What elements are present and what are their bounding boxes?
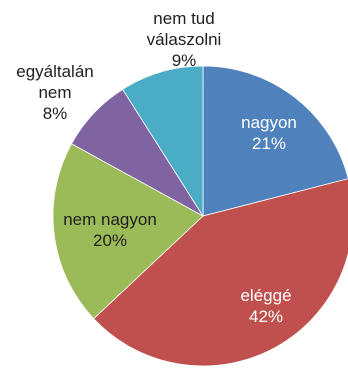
pie-label-egyáltalán-nem: egyáltalán nem 8% [16, 62, 94, 123]
pie-label-eléggé: eléggé 42% [240, 286, 291, 326]
pie-category-label: nem tud [153, 9, 214, 28]
pie-slice-nem-tud-válaszolni [122, 65, 204, 218]
pie-value-label: 8% [43, 104, 68, 123]
pie-category-label: nem nagyon [63, 210, 157, 229]
pie-slice-nagyon [202, 65, 348, 217]
pie-label-nem-tud-válaszolni: nem tud válaszolni 9% [147, 9, 222, 70]
pie-label-nagyon: nagyon 21% [241, 113, 297, 153]
pie-category-label: válaszolni [147, 30, 222, 49]
pie-category-label: egyáltalán [16, 62, 94, 81]
pie-category-label: eléggé [240, 286, 291, 305]
pie-slice-nem-nagyon [52, 143, 204, 320]
pie-value-label: 9% [172, 51, 197, 70]
pie-category-label: nem [38, 83, 71, 102]
pie-value-label: 42% [249, 307, 283, 326]
pie-label-nem-nagyon: nem nagyon 20% [63, 210, 157, 250]
pie-labels: nagyon 21% eléggé 42% nem nagyon 20% egyáltalá… [16, 9, 297, 326]
pie-category-label: nagyon [241, 113, 297, 132]
pie-slice-eléggé [93, 178, 348, 367]
pie-value-label: 20% [93, 231, 127, 250]
pie-value-label: 21% [252, 134, 286, 153]
pie-slices [52, 65, 348, 367]
